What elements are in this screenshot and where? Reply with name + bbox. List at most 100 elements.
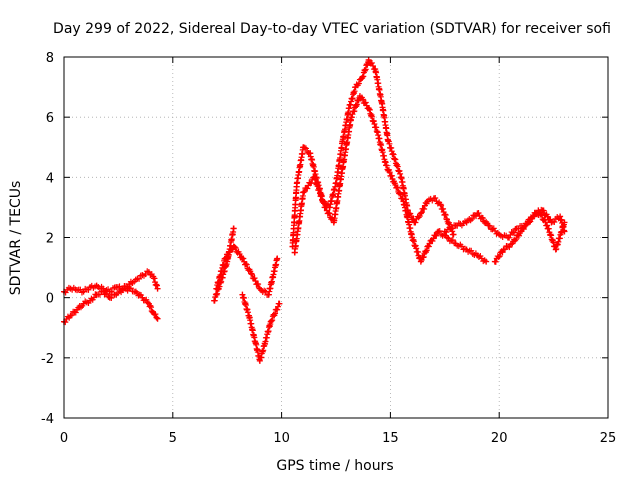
data-point-interp	[225, 251, 232, 258]
data-point-interp	[242, 260, 249, 267]
data-point-interp	[386, 169, 393, 176]
data-point-interp	[349, 111, 356, 118]
data-point-interp	[467, 217, 474, 224]
data-point	[450, 231, 457, 238]
data-point-interp	[272, 310, 279, 317]
data-point-interp	[544, 213, 551, 220]
data-point-interp	[322, 204, 329, 211]
series-arc-3-lower	[291, 93, 490, 265]
data-point-interp	[268, 317, 275, 324]
y-axis-label: SDTVAR / TECUs	[8, 181, 24, 296]
data-point-interp	[369, 62, 376, 69]
data-point	[248, 270, 255, 277]
data-point-interp	[104, 290, 111, 297]
data-point-interp	[442, 211, 449, 218]
data-point	[483, 258, 490, 265]
data-point-interp	[355, 80, 362, 87]
data-point-interp	[513, 236, 520, 243]
data-point-interp	[153, 281, 160, 288]
data-point-interp	[359, 96, 366, 103]
data-point-interp	[368, 59, 375, 66]
y-tick-label: 0	[46, 292, 54, 307]
data-point-interp	[432, 195, 439, 202]
series-arc-4-b	[491, 207, 568, 265]
data-point-interp	[353, 101, 360, 108]
data-point-interp	[232, 244, 239, 251]
data-point-interp	[362, 99, 369, 106]
data-point-interp	[516, 232, 523, 239]
series-arc-1-lower	[61, 285, 161, 326]
data-point	[300, 189, 307, 196]
data-point-interp	[502, 246, 509, 253]
data-point	[274, 255, 281, 262]
data-point	[154, 285, 161, 292]
x-axis-label: GPS time / hours	[276, 458, 393, 474]
data-point	[561, 219, 568, 226]
data-point-interp	[151, 275, 158, 282]
data-point-interp	[383, 162, 390, 169]
y-tick-label: 2	[46, 232, 54, 247]
data-point-interp	[530, 213, 537, 220]
data-point-interp	[62, 319, 69, 326]
data-point-interp	[240, 255, 247, 262]
data-point-interp	[520, 226, 527, 233]
data-point-interp	[269, 317, 276, 324]
data-point-interp	[399, 195, 406, 202]
data-point-interp	[393, 184, 400, 191]
data-point-interp	[251, 275, 258, 282]
ticks: 0 5 10 15 20 25 -4 -2 0 2 4 6 8	[41, 51, 616, 446]
data-point-interp	[274, 306, 281, 313]
data-point-interp	[326, 210, 333, 217]
data-point-interp	[249, 271, 256, 278]
data-point-interp	[496, 253, 503, 260]
data-point-interp	[301, 144, 308, 151]
y-tick-label: 8	[46, 51, 54, 66]
data-point-interp	[433, 232, 440, 239]
x-tick-label: 15	[382, 431, 399, 446]
data-point-interp	[108, 294, 115, 301]
data-point-interp	[440, 205, 447, 212]
data-point-interp	[351, 108, 358, 115]
data-point-interp	[301, 188, 308, 195]
data-point-interp	[68, 312, 75, 319]
data-point-interp	[397, 191, 404, 198]
data-point-interp	[475, 210, 482, 217]
series-arc-2-c	[239, 291, 283, 364]
data-point-interp	[469, 215, 475, 222]
data-point-interp	[523, 221, 530, 228]
data-point-interp	[236, 250, 243, 257]
data-point	[222, 255, 229, 262]
plot-frame	[63, 56, 609, 419]
x-tick-label: 25	[600, 431, 617, 446]
data-point-interp	[538, 212, 545, 219]
data-point-interp	[421, 206, 428, 213]
data-point-interp	[445, 220, 452, 227]
data-point-interp	[418, 209, 425, 216]
x-tick-label: 5	[169, 431, 177, 446]
data-point-interp	[420, 254, 427, 261]
data-point-interp	[511, 229, 518, 236]
data-point-interp	[388, 172, 395, 179]
data-point-interp	[540, 207, 547, 214]
y-tick-label: -2	[41, 352, 54, 367]
data-point-interp	[537, 210, 544, 217]
series-arc-2-b	[213, 243, 281, 298]
data-point-interp	[449, 236, 456, 243]
data-point	[139, 294, 146, 301]
data-point-interp	[495, 254, 502, 261]
data-point	[365, 57, 372, 64]
data-point	[154, 315, 161, 322]
data-point-interp	[479, 215, 486, 222]
data-point-interp	[304, 185, 311, 192]
series-arc-3-upper	[289, 57, 457, 250]
data-point-interp	[542, 219, 549, 226]
x-tick-label: 10	[273, 431, 290, 446]
data-point-interp	[352, 102, 359, 109]
data-point-interp	[153, 314, 160, 321]
data-point-interp	[492, 258, 499, 265]
x-tick-label: 20	[491, 431, 508, 446]
data-point-interp	[148, 304, 155, 311]
y-tick-label: 6	[46, 111, 54, 126]
data-point-interp	[551, 218, 558, 225]
data-point	[437, 201, 444, 208]
